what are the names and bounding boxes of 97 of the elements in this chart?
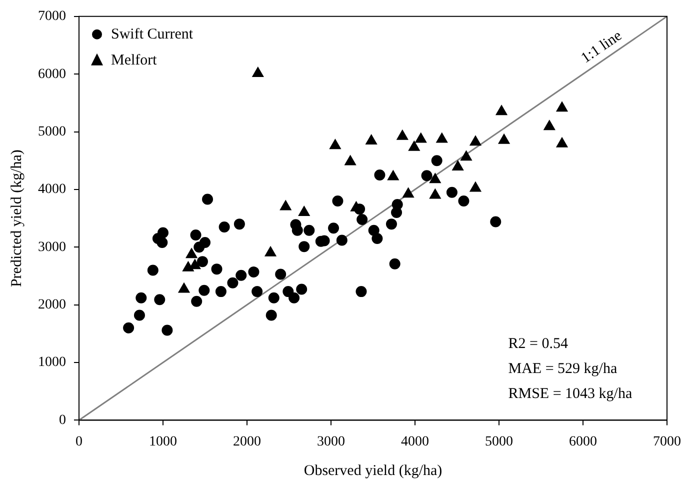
point <box>356 286 367 298</box>
point <box>452 160 464 170</box>
legend-label: Melfort <box>111 52 158 68</box>
point <box>446 186 458 198</box>
y-tick-label: 1000 <box>38 355 66 370</box>
point <box>556 102 568 112</box>
point <box>490 216 502 228</box>
annotation: MAE = 529 kg/ha <box>508 361 618 378</box>
point <box>470 136 482 146</box>
point <box>211 264 222 275</box>
point <box>386 218 397 230</box>
point <box>134 310 145 321</box>
legend-label: Swift Current <box>111 26 194 42</box>
point <box>190 230 202 241</box>
point <box>248 266 260 278</box>
point <box>147 264 158 276</box>
point <box>396 130 408 140</box>
point <box>156 237 168 248</box>
point <box>218 221 230 232</box>
point <box>458 195 470 206</box>
point <box>280 200 292 210</box>
point <box>354 204 366 215</box>
x-tick-label: 0 <box>76 434 82 450</box>
point <box>356 214 368 225</box>
point <box>431 155 442 166</box>
x-tick-label: 3000 <box>317 434 345 450</box>
y-tick-label: 2000 <box>38 298 66 312</box>
point <box>436 132 448 143</box>
point <box>215 286 226 298</box>
point <box>544 120 556 130</box>
point <box>196 256 208 268</box>
point <box>304 224 315 236</box>
point <box>296 284 308 295</box>
y-tick-label: 0 <box>59 412 66 428</box>
point <box>234 218 245 230</box>
point <box>252 286 263 298</box>
point <box>264 246 276 256</box>
point <box>344 155 356 166</box>
y-tick-label: 3000 <box>38 240 66 255</box>
point <box>374 170 386 181</box>
point <box>162 324 173 336</box>
point <box>186 248 198 258</box>
point <box>556 137 568 148</box>
point <box>266 310 277 321</box>
point <box>191 296 202 307</box>
point <box>498 134 510 144</box>
point <box>336 234 348 246</box>
x-tick-label: 5000 <box>485 434 513 450</box>
y-tick-label: 6000 <box>38 66 66 82</box>
point <box>368 224 380 236</box>
point <box>389 258 400 270</box>
x-tick-label: 6000 <box>569 434 597 450</box>
point <box>236 270 247 281</box>
point <box>136 292 147 304</box>
point <box>298 206 310 216</box>
point <box>292 224 303 236</box>
point <box>158 227 168 238</box>
point <box>470 182 482 192</box>
point <box>330 139 341 150</box>
point <box>429 188 441 199</box>
point <box>421 170 432 182</box>
text: 1:1 line <box>578 28 626 67</box>
x-tick-label: 2000 <box>233 434 261 450</box>
y-tick-label: 4000 <box>38 182 66 198</box>
point <box>268 292 280 304</box>
x-tick-label: 4000 <box>401 434 429 450</box>
point <box>189 259 201 270</box>
annotation: RMSE = 1043 kg/ha <box>508 386 632 402</box>
point <box>408 140 420 151</box>
annotation: R2 = 0.54 <box>508 336 568 352</box>
point <box>415 132 427 143</box>
point <box>202 194 214 205</box>
point <box>328 222 340 234</box>
point <box>288 292 300 304</box>
point <box>460 150 472 161</box>
y-axis-title: Predicted yield (kg/ha) <box>8 150 25 288</box>
point <box>298 241 310 252</box>
point <box>332 195 344 206</box>
point <box>154 294 166 306</box>
point <box>227 277 238 288</box>
point <box>366 134 378 144</box>
point <box>429 173 441 184</box>
x-tick-label: 7000 <box>653 434 681 450</box>
point <box>387 170 399 180</box>
x-tick-label: 1000 <box>149 434 177 450</box>
point <box>200 237 210 248</box>
y-tick-label: 7000 <box>38 9 66 24</box>
point <box>372 232 383 244</box>
point <box>198 284 210 296</box>
point <box>123 322 134 334</box>
point <box>252 67 264 78</box>
point <box>275 268 286 280</box>
point <box>496 105 508 116</box>
x-axis-title: Observed yield (kg/ha) <box>304 462 442 479</box>
point <box>392 198 403 210</box>
y-tick-label: 5000 <box>38 124 66 140</box>
point <box>402 188 414 198</box>
